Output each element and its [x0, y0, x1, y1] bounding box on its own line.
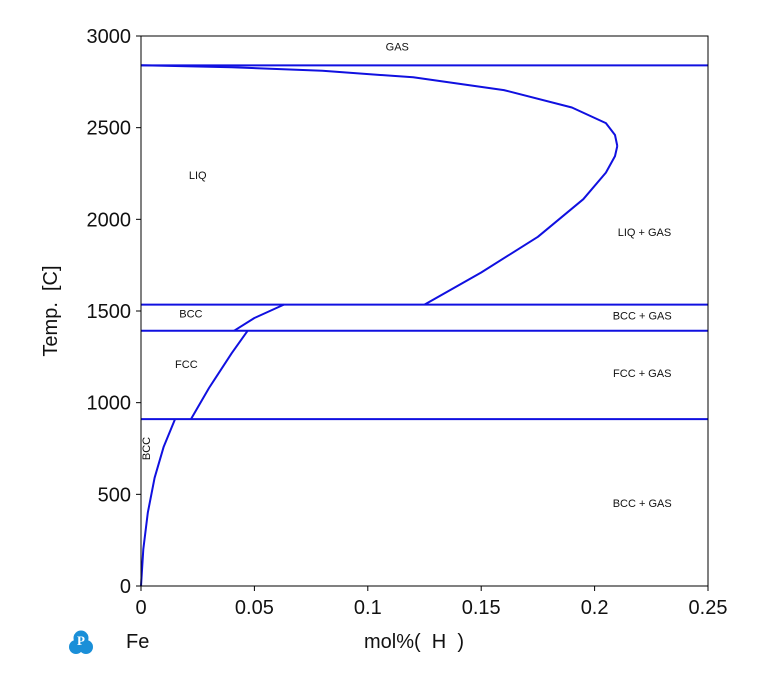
phase-region-label: FCC + GAS	[613, 368, 671, 380]
y-axis-ticks: 0 500 1000 1500 2000 2500 3000	[87, 26, 141, 598]
y-tick-label: 500	[98, 484, 131, 506]
x-tick-label: 0.2	[581, 597, 609, 619]
y-tick-label: 1500	[87, 301, 132, 323]
element-label: Fe	[126, 631, 150, 653]
phase-region-label: BCC	[179, 308, 202, 320]
x-tick-label: 0.25	[689, 597, 728, 619]
x-tick-label: 0	[135, 597, 146, 619]
phase-region-label: GAS	[386, 42, 409, 54]
phase-region-labels: GAS LIQ LIQ + GAS BCC BCC + GAS FCC FCC + GAS B…	[141, 42, 672, 510]
x-tick-label: 0.15	[462, 597, 501, 619]
horizontal-phase-lines	[141, 64, 708, 421]
phase-boundaries	[140, 64, 619, 587]
svg-text:P: P	[77, 633, 85, 648]
y-tick-label: 3000	[87, 26, 132, 48]
phase-region-label: LIQ	[189, 170, 207, 182]
y-tick-label: 0	[120, 576, 131, 598]
phase-region-label: BCC + GAS	[613, 498, 672, 510]
x-tick-label: 0.1	[354, 597, 382, 619]
phase-region-label: BCC + GAS	[613, 310, 672, 322]
phase-region-label: LIQ + GAS	[618, 227, 672, 239]
phase-curve-bcc-low-solvus	[140, 418, 176, 587]
phase-curve-fcc-solvus	[190, 330, 249, 420]
phase-curve-liquid-solubility	[424, 145, 619, 306]
x-tick-label: 0.05	[235, 597, 274, 619]
y-axis-title: Temp. [C]	[40, 265, 62, 356]
y-tick-label: 2500	[87, 118, 132, 140]
y-tick-label: 2000	[87, 209, 132, 231]
y-tick-label: 1000	[87, 393, 132, 415]
phase-region-label: BCC	[141, 437, 153, 460]
p-logo-icon: P	[69, 630, 93, 654]
phase-curve-liquidus-gas	[140, 64, 619, 147]
x-axis-ticks: 0 0.05 0.1 0.15 0.2 0.25	[135, 586, 727, 619]
phase-curve-bcc-high-solvus	[233, 303, 285, 332]
phase-region-label: FCC	[175, 359, 198, 371]
x-axis-title: mol%( H )	[364, 631, 464, 653]
